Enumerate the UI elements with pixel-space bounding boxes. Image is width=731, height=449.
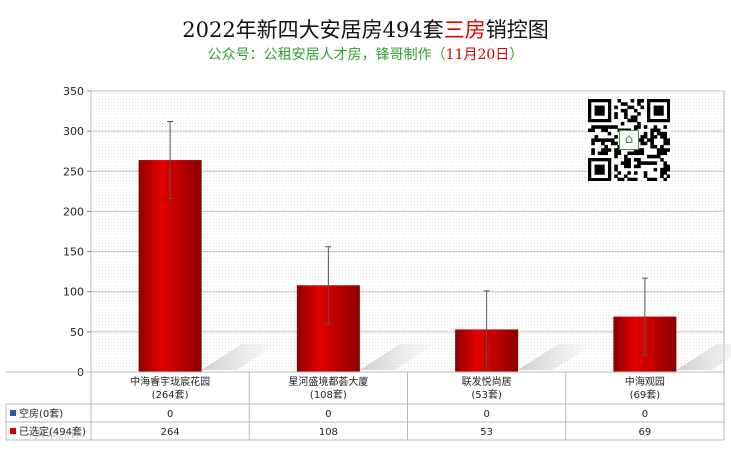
data-label: 0 bbox=[483, 409, 489, 420]
x-tick-sublabel: (264套) bbox=[152, 388, 189, 401]
x-tick-sublabel: (69套) bbox=[630, 388, 661, 401]
bar-shadow bbox=[359, 344, 435, 370]
qr-code: ⌂ bbox=[588, 99, 671, 182]
subtitle-date: 11月20日 bbox=[445, 47, 510, 63]
bar-shadow bbox=[676, 344, 731, 370]
chart-title-highlight: 三房 bbox=[443, 18, 486, 42]
chart-title-main: 2022年新四大安居房494套 bbox=[182, 18, 444, 42]
bar-shadow bbox=[518, 344, 594, 370]
chart-title: 2022年新四大安居房494套三房销控图 bbox=[0, 14, 731, 44]
legend-label: 空房(0套) bbox=[19, 407, 63, 420]
data-label: 69 bbox=[639, 427, 652, 438]
subtitle-end: ） bbox=[509, 47, 524, 63]
y-tick-label: 350 bbox=[63, 85, 84, 98]
x-tick-label: 中海观园 bbox=[625, 375, 665, 388]
legend-swatch bbox=[10, 428, 16, 434]
bar-shadow bbox=[201, 344, 277, 370]
x-tick-label: 中海睿宇珑宸花园 bbox=[130, 375, 210, 388]
x-tick-label: 联发悦尚居 bbox=[462, 375, 512, 388]
x-tick-sublabel: (53套) bbox=[471, 388, 502, 401]
data-label: 0 bbox=[325, 409, 331, 420]
data-label: 53 bbox=[480, 427, 493, 438]
y-tick-label: 150 bbox=[63, 246, 84, 259]
y-tick-label: 250 bbox=[63, 165, 84, 178]
legend-swatch bbox=[10, 410, 16, 416]
house-icon: ⌂ bbox=[619, 130, 639, 150]
chart-subtitle: 公众号：公租安居人才房，锋哥制作（11月20日） bbox=[0, 44, 731, 64]
y-tick-label: 100 bbox=[63, 286, 84, 299]
data-label: 0 bbox=[167, 409, 173, 420]
data-label: 0 bbox=[642, 409, 648, 420]
data-label: 264 bbox=[161, 427, 180, 438]
y-tick-label: 50 bbox=[70, 326, 84, 339]
x-tick-sublabel: (108套) bbox=[310, 388, 347, 401]
x-tick-label: 星河盛境都荟大厦 bbox=[288, 375, 368, 388]
subtitle-text: 公众号：公租安居人才房，锋哥制作（ bbox=[207, 47, 446, 63]
y-tick-label: 200 bbox=[63, 205, 84, 218]
watermark: 大众点评 bbox=[34, 427, 83, 441]
data-label: 108 bbox=[319, 427, 338, 438]
legend-label: 已选定(494套) bbox=[19, 425, 86, 438]
y-tick-label: 300 bbox=[63, 125, 84, 138]
chart-title-suffix: 销控图 bbox=[485, 18, 549, 42]
